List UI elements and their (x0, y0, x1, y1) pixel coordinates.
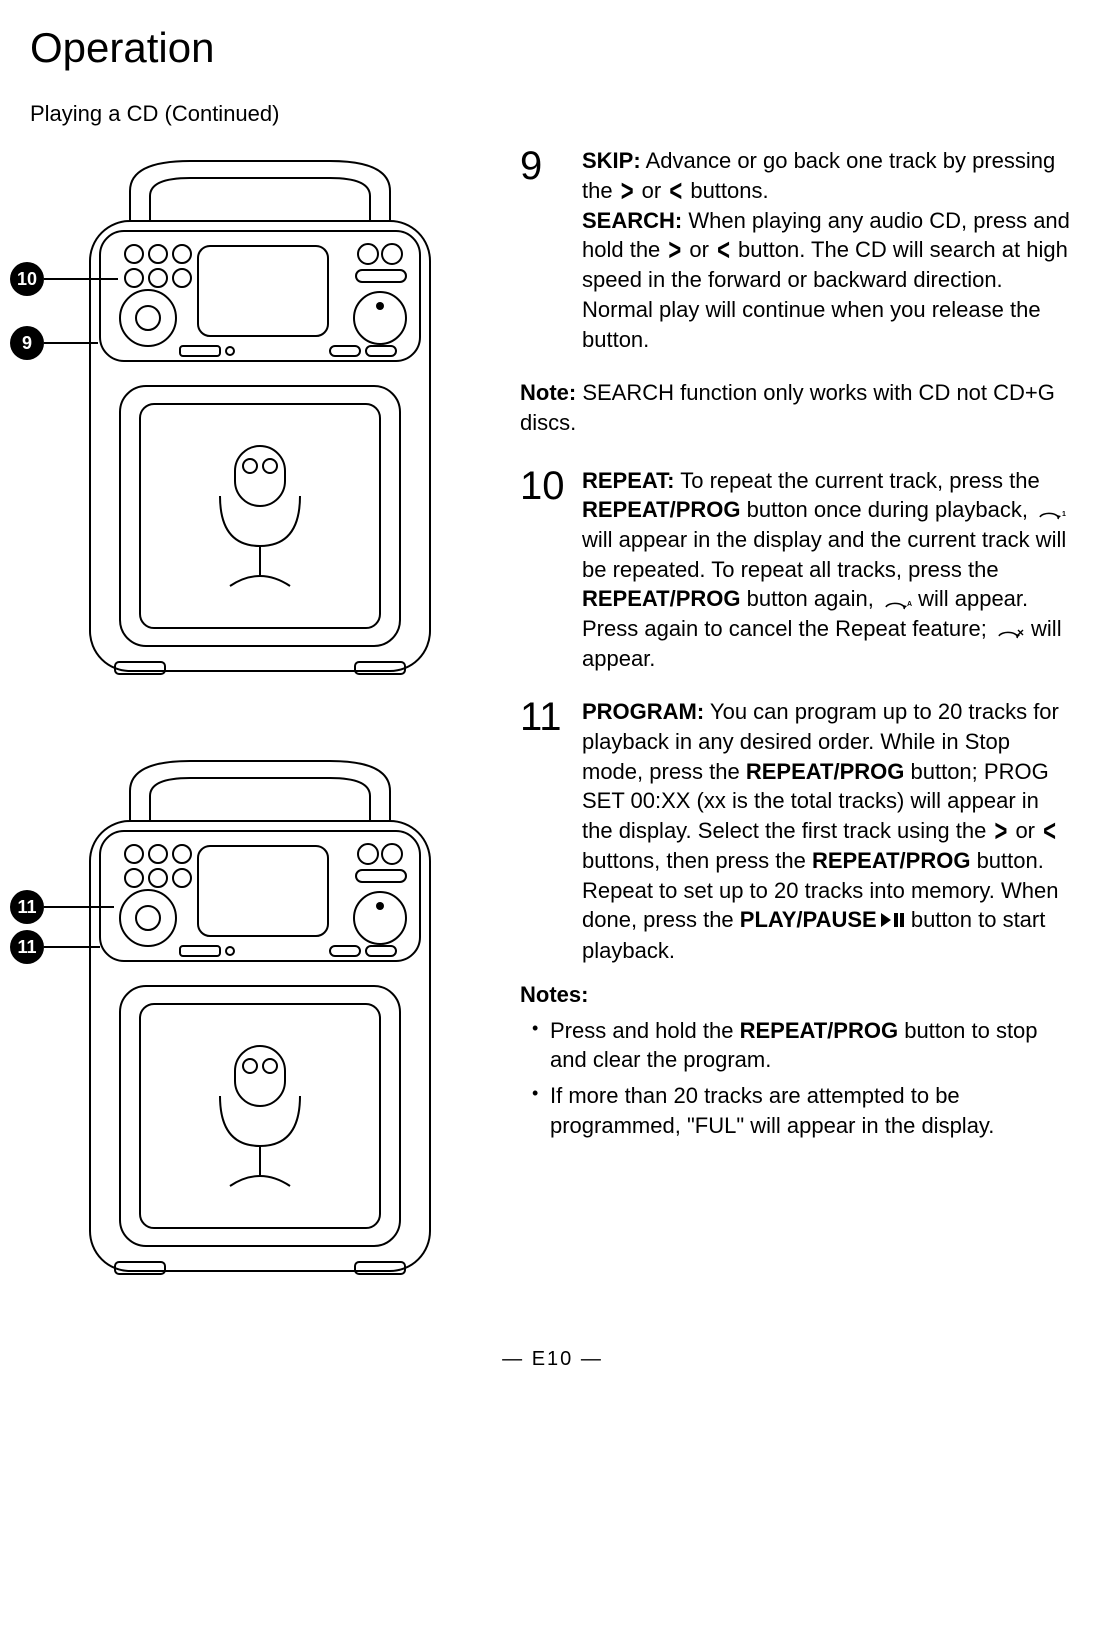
next-icon: > (994, 810, 1007, 852)
prev-icon: < (669, 170, 682, 212)
step-9-body: SKIP: Advance or go back one track by pr… (582, 146, 1075, 354)
next-icon: > (621, 170, 634, 212)
step-9: 9 SKIP: Advance or go back one track by … (520, 146, 1075, 354)
repeat-1-icon: 1 (1036, 503, 1066, 519)
play-pause-icon (879, 907, 905, 937)
callout-line (44, 906, 114, 908)
step-10-body: REPEAT: To repeat the current track, pre… (582, 466, 1075, 674)
callout-line (44, 946, 100, 948)
prev-icon: < (717, 230, 730, 272)
device-figure-1: 109 (30, 146, 460, 696)
device-svg-1 (30, 146, 460, 696)
callout: 10 (10, 262, 118, 296)
callout-badge: 10 (10, 262, 44, 296)
svg-text:1: 1 (1062, 511, 1066, 518)
next-icon: > (668, 230, 681, 272)
repeat-all-icon: A (882, 593, 912, 609)
callout: 11 (10, 930, 100, 964)
page-footer: — E10 — (30, 1346, 1075, 1373)
note-item: Press and hold the REPEAT/PROG button to… (532, 1016, 1075, 1075)
callout-line (44, 342, 98, 344)
device-figure-2: 1111 (30, 746, 460, 1296)
prev-icon: < (1043, 810, 1056, 852)
step-11-number: 11 (520, 697, 566, 966)
page-title: Operation (30, 20, 1075, 77)
step-11-body: PROGRAM: You can program up to 20 tracks… (582, 697, 1075, 966)
step-9-number: 9 (520, 146, 566, 354)
callout: 11 (10, 890, 114, 924)
repeat-cancel-icon (995, 622, 1025, 638)
callout-badge: 11 (10, 890, 44, 924)
step-10-number: 10 (520, 466, 566, 674)
repeat-label: REPEAT: (582, 468, 675, 493)
step-11-notes: Notes: Press and hold the REPEAT/PROG bu… (520, 980, 1075, 1140)
callout-badge: 9 (10, 326, 44, 360)
step-9-note: Note: SEARCH function only works with CD… (520, 378, 1075, 437)
step-11: 11 PROGRAM: You can program up to 20 tra… (520, 697, 1075, 966)
device-svg-2 (30, 746, 460, 1296)
subtitle: Playing a CD (Continued) (30, 99, 1075, 129)
step-10: 10 REPEAT: To repeat the current track, … (520, 466, 1075, 674)
program-label: PROGRAM: (582, 699, 704, 724)
callout: 9 (10, 326, 98, 360)
callout-line (44, 278, 118, 280)
note-item: If more than 20 tracks are attempted to … (532, 1081, 1075, 1140)
callout-badge: 11 (10, 930, 44, 964)
